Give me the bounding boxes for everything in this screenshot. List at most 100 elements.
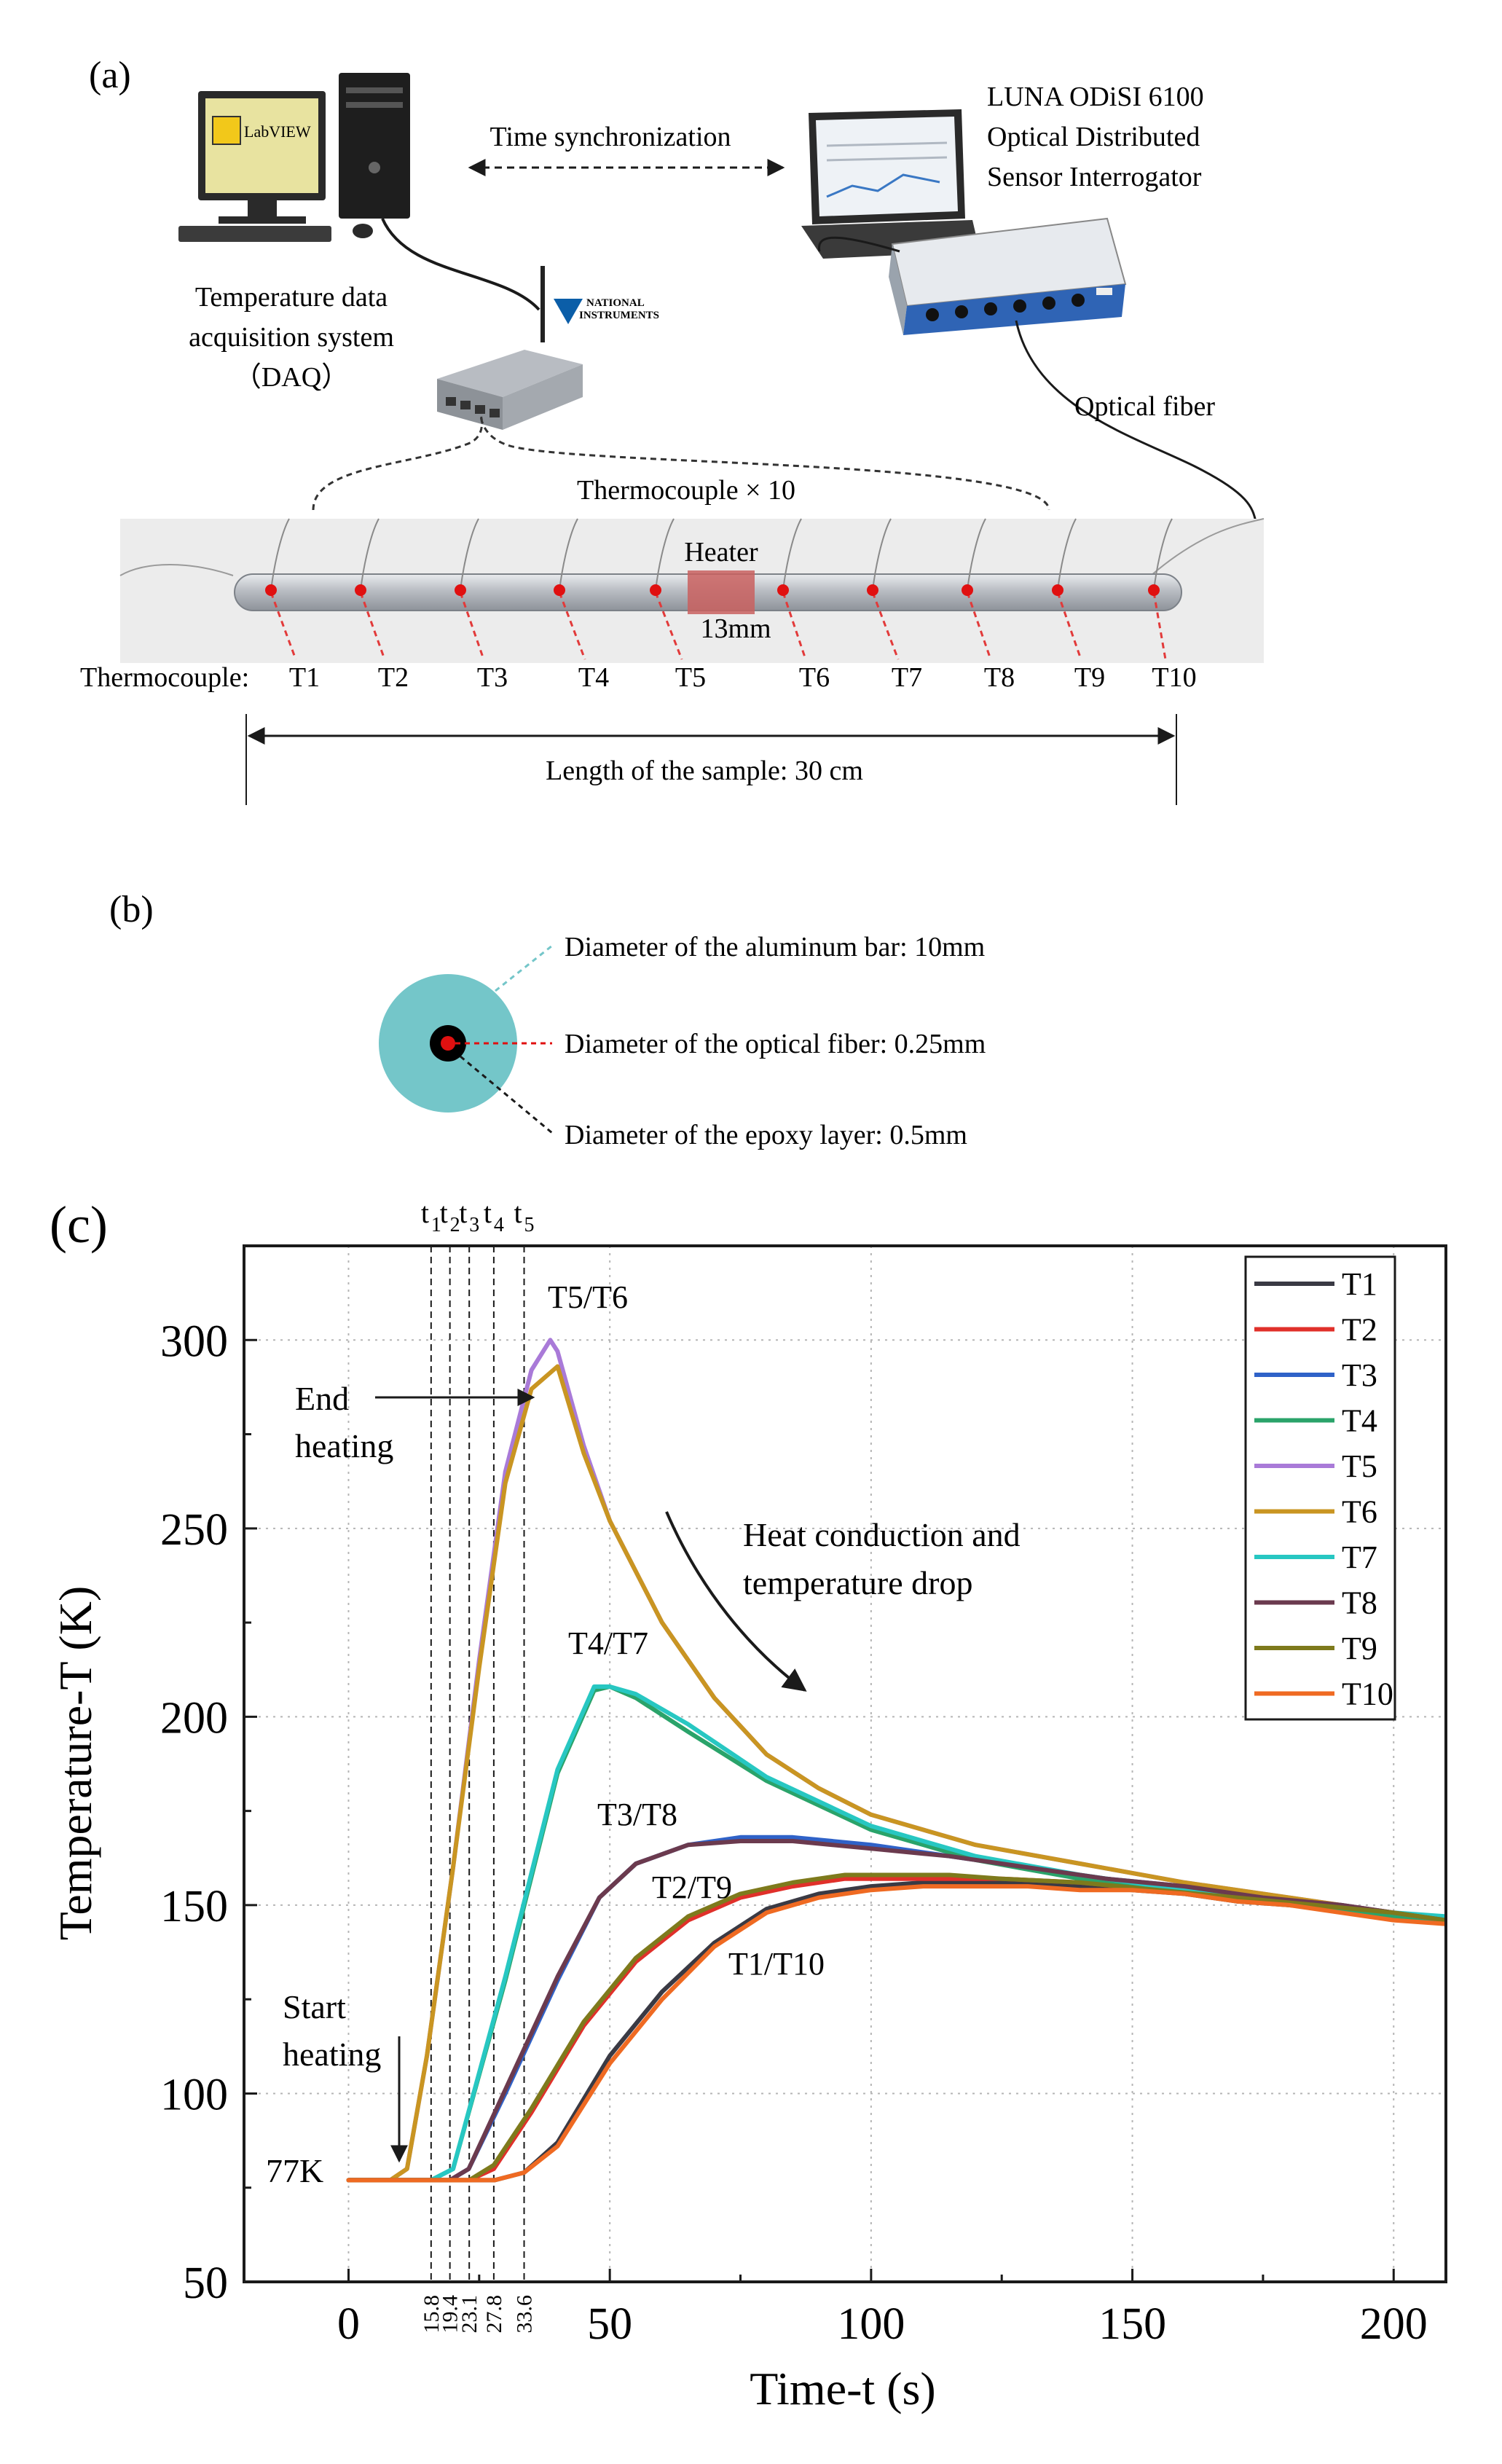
laptop-cable	[817, 236, 900, 253]
labview-label: LabVIEW	[244, 122, 311, 141]
thermocouple-leader	[459, 592, 485, 660]
aluminum-leader	[495, 944, 553, 992]
thermocouple-wires	[270, 518, 1173, 591]
thermocouple-leader	[782, 592, 807, 660]
y-tick-label: 250	[160, 1505, 228, 1555]
legend-label-t4: T4	[1342, 1403, 1377, 1439]
thermocouple-marker	[1052, 584, 1063, 596]
length-label: Length of the sample: 30 cm	[546, 756, 863, 786]
drop-arrow	[665, 1511, 807, 1692]
thermocouple-label-t10: T10	[1152, 662, 1196, 693]
series-line-t6	[346, 1364, 1446, 2183]
drop-label-2: temperature drop	[743, 1564, 972, 1601]
daq-label-3: （DAQ）	[234, 362, 349, 393]
thermocouple-leader	[654, 592, 683, 660]
vline-label: 15.8	[420, 2295, 444, 2334]
legend-label-t7: T7	[1342, 1539, 1377, 1575]
thermocouple-marker	[455, 584, 466, 596]
optical-fiber-core	[441, 1036, 455, 1051]
optical-fiber-label: Optical fiber	[1074, 391, 1215, 422]
thermocouple-wire	[270, 518, 290, 591]
x-tick-label: 200	[1360, 2299, 1428, 2349]
thermocouple-leader	[558, 592, 586, 660]
thermocouple-label-t8: T8	[984, 662, 1015, 693]
t-marker-3: t	[459, 1196, 467, 1229]
t-marker-sub-3: 3	[469, 1214, 479, 1236]
y-axis-label: Temperature-T (K)	[50, 1586, 101, 1941]
pair-label-t1-t10: T1/T10	[728, 1946, 825, 1982]
x-axis-label: Time-t (s)	[750, 2363, 935, 2414]
heater-label: Heater	[684, 537, 758, 568]
time-sync-label: Time synchronization	[489, 122, 731, 152]
y-tick-label: 50	[183, 2259, 228, 2308]
series-line-t7	[346, 1684, 1446, 2183]
legend-label-t3: T3	[1342, 1357, 1377, 1393]
thermocouple-bracket	[312, 415, 1050, 511]
panel-c-label: (c)	[50, 1196, 108, 1254]
pair-label-t2-t9: T2/T9	[652, 1869, 732, 1905]
thermocouple-leader	[359, 592, 386, 660]
luna-subtitle-1: Optical Distributed	[987, 122, 1200, 152]
x-tick-label: 50	[587, 2299, 632, 2349]
thermocouple-wire	[559, 518, 578, 591]
t-marker-1: t	[421, 1196, 429, 1229]
thermocouple-marker	[962, 584, 973, 596]
series-line-t8	[346, 1839, 1446, 2183]
thermocouple-markers	[265, 584, 1160, 596]
legend-label-t6: T6	[1342, 1494, 1377, 1530]
thermocouple-leader	[1152, 592, 1167, 660]
daq-device-icon	[437, 266, 583, 430]
chart-series	[346, 1338, 1446, 2183]
y-tick-label: 100	[160, 2070, 228, 2119]
series-line-t9	[346, 1872, 1446, 2183]
panel-a-label: (a)	[89, 55, 131, 96]
thermocouple-label-t4: T4	[578, 662, 609, 693]
optical-fiber-cable	[1015, 320, 1258, 525]
vline-label: 27.8	[482, 2295, 506, 2334]
thermocouple-label-t1: T1	[289, 662, 320, 693]
panel-a: (a) LabVIEW Time synchronization LUNA OD…	[80, 55, 1265, 805]
thermocouple-leader	[966, 592, 992, 660]
t-marker-5: t	[514, 1196, 522, 1229]
luna-subtitle-2: Sensor Interrogator	[987, 162, 1202, 192]
legend-label-t5: T5	[1342, 1448, 1377, 1484]
thermocouple-leader	[1056, 592, 1082, 660]
drop-label-1: Heat conduction and	[743, 1516, 1021, 1553]
t-markers: t 1t 2t 3 t 4 t 5	[421, 1196, 535, 1236]
thermocouple-labels: T1 T2 T3 T4 T5 T6 T7 T8 T9 T10	[289, 662, 1197, 693]
t-marker-4: t	[484, 1196, 492, 1229]
thermocouple-leaders	[270, 592, 1167, 660]
plot-frame	[243, 1244, 1447, 2283]
thermocouple-label-t5: T5	[675, 662, 706, 693]
thermocouple-wire	[460, 518, 479, 591]
ni-logo-icon: NATIONAL INSTRUMENTS	[554, 297, 659, 324]
thermocouple-wire	[872, 518, 892, 591]
thermocouple-label-t3: T3	[477, 662, 508, 693]
chart-vlines: 15.819.423.1 27.8 33.6	[420, 1246, 537, 2334]
aluminum-diameter-label: Diameter of the aluminum bar: 10mm	[565, 932, 985, 962]
panel-b: (b) Diameter of the aluminum bar: 10mm D…	[109, 889, 986, 1150]
computer-icon: LabVIEW	[178, 73, 410, 242]
end-heating-label-2: heating	[295, 1427, 393, 1464]
panel-b-label: (b)	[109, 889, 154, 930]
sample-photo	[119, 518, 1265, 663]
panel-c: (c) t 1t 2t 3 t 4 t 5 15.819.423.1 27.8 33.6 0 50 1…	[50, 1196, 1447, 2414]
heater-size-label: 13mm	[700, 613, 771, 644]
t-marker-sub-5: 5	[524, 1214, 535, 1236]
epoxy-diameter-label: Diameter of the epoxy layer: 0.5mm	[565, 1120, 967, 1150]
thermocouple-marker	[355, 584, 366, 596]
thermocouple-wire	[782, 518, 802, 591]
thermocouple-label-t2: T2	[378, 662, 409, 693]
legend-entries: T1 T2 T3 T4 T5 T6 T7 T8 T9 T10	[1254, 1266, 1393, 1712]
thermocouple-marker	[554, 584, 565, 596]
start-heating-label-1: Start	[283, 1988, 346, 2025]
x-tick-label: 100	[837, 2299, 905, 2349]
base-temp-label: 77K	[266, 2152, 323, 2189]
y-tick-label: 150	[160, 1882, 228, 1931]
start-heating-label-2: heating	[283, 2036, 381, 2073]
thermocouple-marker	[1148, 584, 1160, 596]
daq-label-1: Temperature data	[195, 282, 388, 313]
x-tick-label: 150	[1098, 2299, 1166, 2349]
vline-label: 19.4	[439, 2295, 463, 2334]
